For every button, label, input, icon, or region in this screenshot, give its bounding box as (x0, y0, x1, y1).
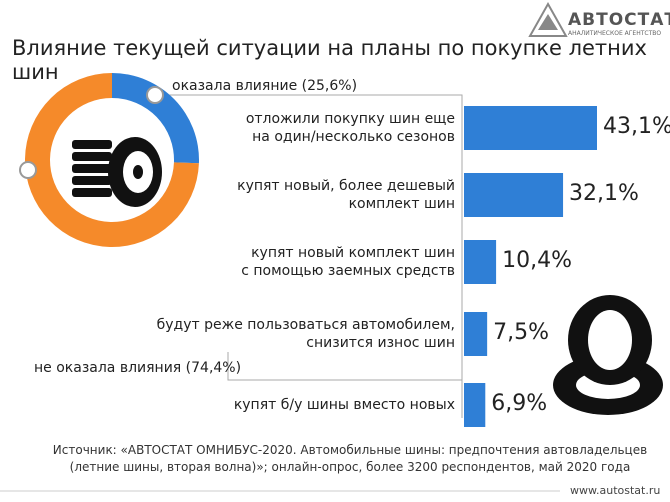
value-label: 10,4% (502, 248, 572, 273)
bar (464, 312, 488, 356)
value-label: 32,1% (569, 181, 639, 206)
value-label: 7,5% (493, 320, 550, 345)
bar (464, 240, 497, 284)
tagline: АНАЛИТИЧЕСКОЕ АГЕНТСТВО (568, 30, 662, 37)
bracket (165, 94, 463, 418)
marker (146, 86, 164, 104)
category-label: будут реже пользоваться автомобилем, сни… (156, 317, 455, 351)
chart-title: Влияние текущей ситуации на планы по пок… (12, 36, 647, 84)
logo (528, 1, 568, 37)
brand: АВТОСТАТ (568, 10, 670, 30)
category-label: купят новый комплект шин с помощью заемн… (241, 245, 455, 279)
bar (464, 383, 486, 427)
donut-slice (112, 73, 199, 164)
slice-label: оказала влияние (25,6%) (172, 78, 358, 94)
value-label: 6,9% (491, 391, 548, 416)
bar (464, 106, 597, 150)
tire-icon (72, 137, 162, 207)
slice-label: не оказала влияния (74,4%) (34, 360, 242, 376)
marker (19, 161, 37, 179)
bracket (227, 352, 462, 381)
url: www.autostat.ru (570, 484, 661, 497)
category-label: купят новый, более дешевый комплект шин (237, 178, 455, 212)
bar (464, 173, 564, 217)
category-label: отложили покупку шин еще на один/несколь… (245, 111, 455, 145)
source: Источник: «АВТОСТАТ ОМНИБУС-2020. Автомо… (52, 443, 648, 474)
category-label: купят б/у шины вместо новых (233, 397, 455, 413)
tire-pile (553, 295, 663, 415)
value-label: 43,1% (603, 114, 670, 139)
